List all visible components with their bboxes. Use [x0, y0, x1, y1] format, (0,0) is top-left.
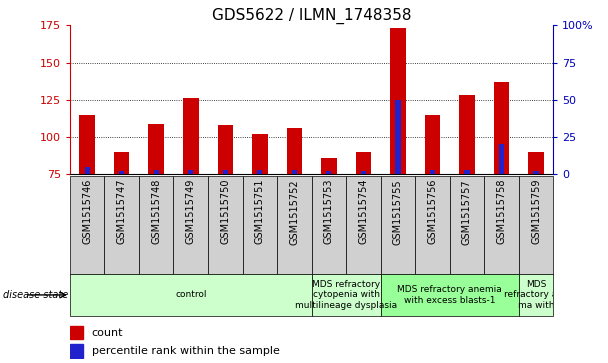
Bar — [154, 170, 159, 174]
Text: GSM1515756: GSM1515756 — [427, 179, 437, 245]
Bar — [252, 134, 268, 174]
Text: GSM1515748: GSM1515748 — [151, 179, 161, 244]
Text: GSM1515759: GSM1515759 — [531, 179, 541, 245]
Bar — [321, 158, 337, 174]
Text: GSM1515757: GSM1515757 — [462, 179, 472, 245]
Bar — [148, 124, 164, 174]
Text: GSM1515751: GSM1515751 — [255, 179, 265, 245]
Bar — [356, 152, 371, 174]
Bar — [459, 95, 475, 174]
Bar — [105, 176, 139, 274]
Bar — [519, 176, 553, 274]
Bar — [465, 170, 469, 174]
Bar — [430, 170, 435, 174]
Bar — [286, 128, 302, 174]
Bar — [173, 176, 208, 274]
Bar — [326, 171, 331, 174]
Bar — [484, 176, 519, 274]
Bar — [208, 176, 243, 274]
Bar — [519, 274, 553, 316]
Bar — [218, 125, 233, 174]
Bar — [381, 176, 415, 274]
Bar — [70, 344, 83, 358]
Bar — [381, 274, 519, 316]
Text: GSM1515747: GSM1515747 — [117, 179, 126, 245]
Bar — [257, 170, 263, 174]
Text: percentile rank within the sample: percentile rank within the sample — [92, 346, 280, 356]
Text: GSM1515752: GSM1515752 — [289, 179, 299, 245]
Bar — [415, 176, 450, 274]
Bar — [80, 115, 95, 174]
Bar — [277, 176, 311, 274]
Text: disease state: disease state — [3, 290, 68, 300]
Text: GSM1515749: GSM1515749 — [186, 179, 196, 244]
Text: GSM1515750: GSM1515750 — [220, 179, 230, 245]
Bar — [183, 98, 199, 174]
Bar — [70, 274, 311, 316]
Text: GSM1515754: GSM1515754 — [358, 179, 368, 245]
Bar — [494, 82, 510, 174]
Text: control: control — [175, 290, 207, 299]
Bar — [70, 176, 105, 274]
Bar — [390, 28, 406, 174]
Bar — [188, 170, 193, 174]
Bar — [70, 326, 83, 339]
Bar — [346, 176, 381, 274]
Bar — [450, 176, 484, 274]
Bar — [395, 100, 401, 174]
Bar — [114, 152, 130, 174]
Bar — [311, 176, 346, 274]
Bar — [311, 274, 381, 316]
Bar — [85, 167, 90, 174]
Title: GDS5622 / ILMN_1748358: GDS5622 / ILMN_1748358 — [212, 8, 412, 24]
Bar — [499, 144, 504, 174]
Bar — [292, 170, 297, 174]
Text: MDS
refractory ane
ma with: MDS refractory ane ma with — [503, 280, 568, 310]
Bar — [119, 171, 124, 174]
Bar — [533, 171, 539, 174]
Text: GSM1515746: GSM1515746 — [82, 179, 92, 244]
Text: MDS refractory
cytopenia with
multilineage dysplasia: MDS refractory cytopenia with multilinea… — [295, 280, 397, 310]
Text: GSM1515755: GSM1515755 — [393, 179, 403, 245]
Bar — [243, 176, 277, 274]
Bar — [223, 170, 228, 174]
Text: GSM1515753: GSM1515753 — [324, 179, 334, 245]
Text: MDS refractory anemia
with excess blasts-1: MDS refractory anemia with excess blasts… — [397, 285, 502, 305]
Bar — [528, 152, 544, 174]
Text: count: count — [92, 327, 123, 338]
Bar — [361, 171, 366, 174]
Bar — [139, 176, 173, 274]
Bar — [424, 115, 440, 174]
Text: GSM1515758: GSM1515758 — [497, 179, 506, 245]
